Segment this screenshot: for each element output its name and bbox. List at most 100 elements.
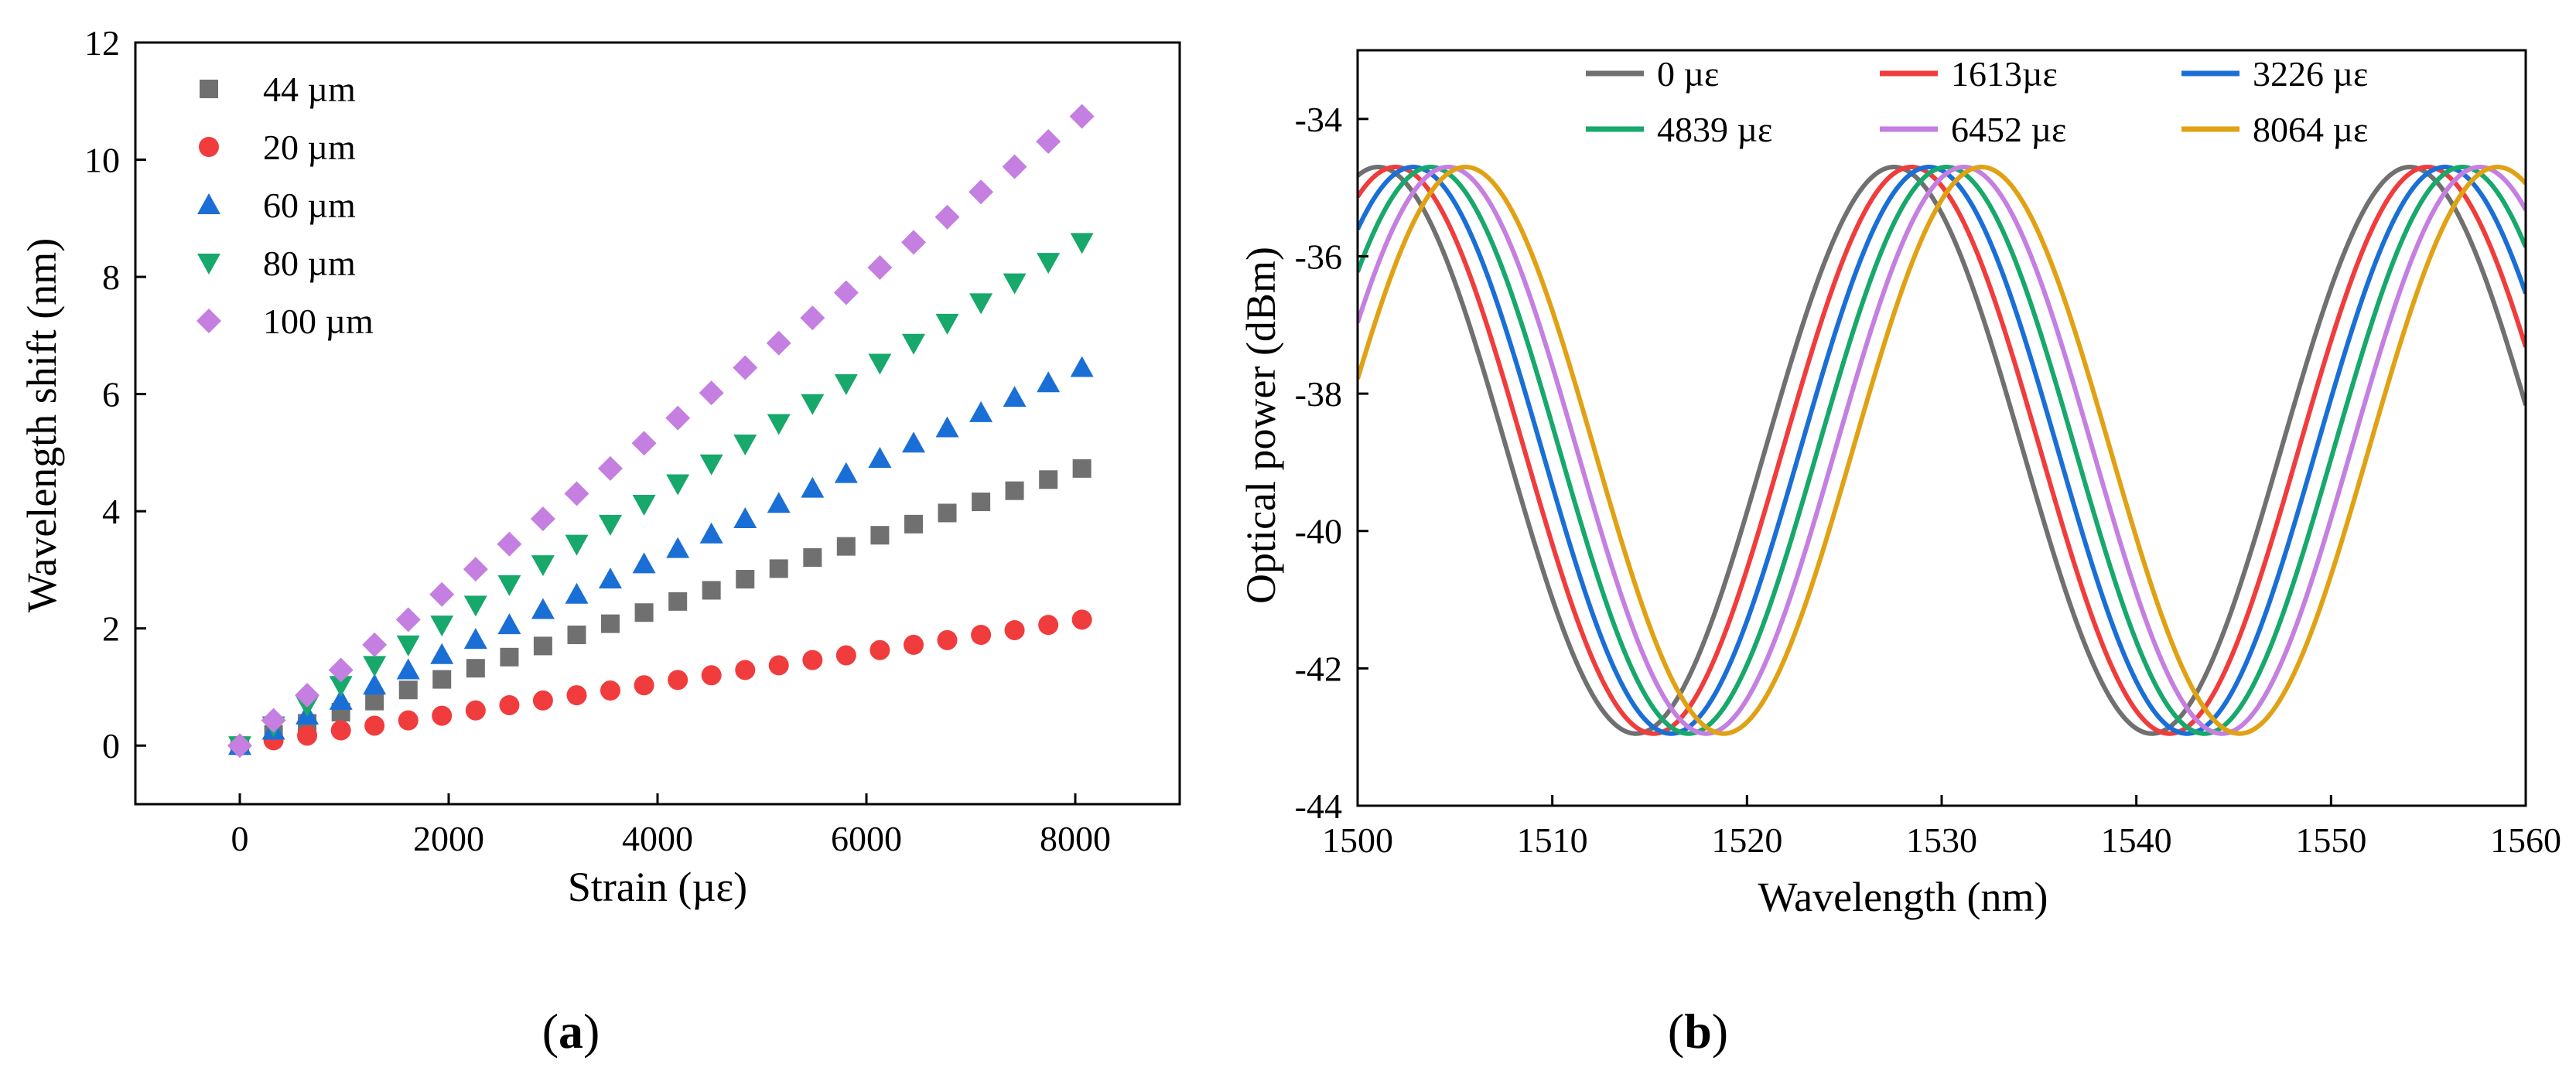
data-point xyxy=(938,503,957,523)
data-point xyxy=(1039,470,1058,489)
data-point xyxy=(466,659,485,678)
data-point xyxy=(935,416,959,438)
x-tick-label: 1560 xyxy=(2490,820,2561,860)
data-point xyxy=(632,552,656,574)
data-point xyxy=(634,603,654,622)
legend-label: 3226 µε xyxy=(2253,54,2368,94)
data-point xyxy=(565,534,589,556)
data-point xyxy=(1037,371,1061,393)
data-point xyxy=(666,537,690,558)
data-point xyxy=(935,313,959,335)
data-point xyxy=(598,568,622,589)
legend-marker xyxy=(199,137,219,157)
data-point xyxy=(500,647,519,667)
data-point xyxy=(1038,615,1059,636)
data-point xyxy=(463,557,488,582)
spectrum-line xyxy=(1358,165,2526,736)
data-point xyxy=(1069,104,1095,129)
data-point xyxy=(567,626,586,645)
legend-label: 100 µm xyxy=(263,302,374,341)
data-point xyxy=(1070,356,1094,377)
data-point xyxy=(329,688,353,710)
data-point xyxy=(668,670,688,691)
panel-b-label: (b) xyxy=(1668,1004,1728,1059)
data-point xyxy=(767,492,791,513)
panel-b-axis-ticks: 1500 1510 1520 1530 1540 1550 1560 -44 -42 -40 -38… xyxy=(1295,100,2561,860)
data-point xyxy=(870,526,890,545)
data-point xyxy=(430,616,454,637)
legend-label: 80 µm xyxy=(263,244,356,283)
data-point xyxy=(632,495,656,517)
legend-label: 1613µε xyxy=(1951,54,2058,94)
legend-label: 4839 µε xyxy=(1657,110,1772,149)
data-point xyxy=(801,476,825,498)
data-point xyxy=(261,708,286,733)
data-point xyxy=(634,675,654,696)
y-tick-label: 12 xyxy=(84,23,120,63)
data-point xyxy=(699,522,723,544)
data-point xyxy=(463,595,487,617)
data-point xyxy=(701,665,722,686)
data-point xyxy=(972,493,991,512)
data-point xyxy=(668,592,688,611)
data-point xyxy=(600,614,620,633)
data-point xyxy=(362,632,388,657)
data-point xyxy=(1036,129,1061,155)
data-point xyxy=(530,506,555,532)
data-point xyxy=(833,280,859,305)
legend-marker xyxy=(200,80,218,98)
data-point xyxy=(533,636,552,656)
data-point xyxy=(800,305,825,331)
y-tick-label: 8 xyxy=(102,257,120,297)
data-point xyxy=(1072,459,1092,478)
data-point xyxy=(531,598,555,619)
data-point xyxy=(802,650,823,670)
data-point xyxy=(868,446,892,468)
y-tick-label: -36 xyxy=(1295,237,1342,276)
data-point xyxy=(735,660,756,680)
x-tick-label: 0 xyxy=(231,819,249,858)
x-tick-label: 1500 xyxy=(1322,820,1393,860)
data-point xyxy=(499,694,520,715)
data-point xyxy=(904,514,924,534)
data-point xyxy=(1037,253,1061,275)
data-point xyxy=(1005,481,1024,500)
data-point xyxy=(702,581,721,600)
data-point xyxy=(834,373,858,395)
y-tick-label: -34 xyxy=(1295,100,1342,139)
data-point xyxy=(565,582,589,604)
data-point xyxy=(834,462,858,483)
x-tick-label: 1540 xyxy=(2101,820,2172,860)
data-point xyxy=(564,481,589,506)
panel-b-x-axis-label: Wavelength (nm) xyxy=(1758,874,2048,920)
data-point xyxy=(699,454,723,476)
y-tick-label: 6 xyxy=(102,375,120,414)
data-point xyxy=(532,690,553,711)
data-point xyxy=(836,537,856,556)
data-point xyxy=(902,333,926,355)
data-point xyxy=(803,548,822,568)
data-point xyxy=(969,293,993,315)
data-point xyxy=(463,628,487,650)
legend-label: 60 µm xyxy=(263,186,356,225)
data-point xyxy=(736,570,755,589)
legend-marker xyxy=(197,193,220,214)
y-tick-label: -44 xyxy=(1295,786,1342,826)
data-point xyxy=(328,657,354,683)
data-point xyxy=(1003,273,1027,295)
data-point xyxy=(733,507,757,529)
data-point xyxy=(733,435,757,456)
panel-a-axis-ticks: 0 2000 4000 6000 8000 0 2 4 6 8 10 12 xyxy=(84,23,1111,858)
panel-a-x-axis-label: Strain (µε) xyxy=(568,864,747,910)
data-point xyxy=(901,230,927,255)
spectrum-line xyxy=(1358,165,2526,736)
data-point xyxy=(801,394,825,415)
y-tick-label: 0 xyxy=(102,726,120,766)
x-tick-label: 1530 xyxy=(1906,820,1977,860)
x-tick-label: 8000 xyxy=(1040,819,1111,858)
x-tick-label: 1510 xyxy=(1517,820,1588,860)
spectrum-line xyxy=(1358,165,2526,736)
data-point xyxy=(1004,619,1025,640)
data-point xyxy=(465,700,486,721)
